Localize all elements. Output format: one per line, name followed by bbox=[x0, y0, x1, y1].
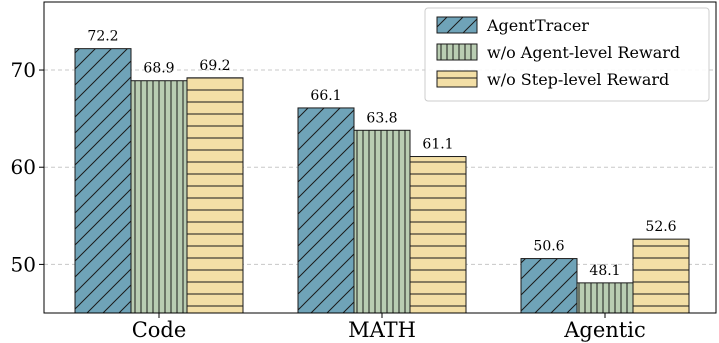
legend-swatch bbox=[436, 70, 478, 88]
legend-label: w/o Agent-level Reward bbox=[487, 43, 680, 62]
data-label: 50.6 bbox=[533, 239, 564, 255]
bar bbox=[74, 48, 132, 314]
bar bbox=[186, 77, 244, 314]
legend-label: AgentTracer bbox=[486, 16, 589, 35]
data-label: 61.1 bbox=[422, 137, 453, 153]
plot-frame bbox=[43, 1, 717, 314]
legend-box bbox=[424, 7, 710, 102]
bar bbox=[297, 107, 355, 314]
bar bbox=[576, 282, 634, 314]
x-tick-label: Agentic bbox=[563, 318, 645, 342]
x-tick-label: MATH bbox=[348, 318, 416, 342]
bar bbox=[520, 258, 578, 314]
data-label: 52.6 bbox=[645, 219, 676, 235]
data-labels: 72.2 68.9 69.2 66.1 63.8 61.1 50.6 48.1 52.6 bbox=[87, 29, 676, 279]
data-label: 63.8 bbox=[366, 110, 397, 126]
bar bbox=[409, 156, 467, 314]
legend-swatch bbox=[436, 43, 478, 61]
data-label: 69.2 bbox=[199, 58, 230, 74]
data-label: 68.9 bbox=[143, 61, 174, 77]
data-label: 48.1 bbox=[589, 263, 620, 279]
data-label: 66.1 bbox=[310, 88, 341, 104]
y-tick-label: 70 bbox=[11, 58, 36, 82]
legend-swatch bbox=[436, 16, 478, 34]
bar bbox=[353, 129, 411, 314]
x-tick-label: Code bbox=[132, 318, 187, 342]
data-label: 72.2 bbox=[87, 29, 118, 45]
axes: 50 60 70 Code MATH Agentic bbox=[11, 1, 717, 342]
legend: AgentTracer w/o Agent-level Reward w/o Ste… bbox=[424, 7, 710, 102]
bar bbox=[130, 80, 188, 314]
bar bbox=[632, 238, 690, 314]
y-tick-label: 50 bbox=[11, 252, 36, 276]
bars bbox=[74, 48, 690, 314]
y-tick-label: 60 bbox=[11, 155, 36, 179]
legend-label: w/o Step-level Reward bbox=[487, 70, 669, 89]
